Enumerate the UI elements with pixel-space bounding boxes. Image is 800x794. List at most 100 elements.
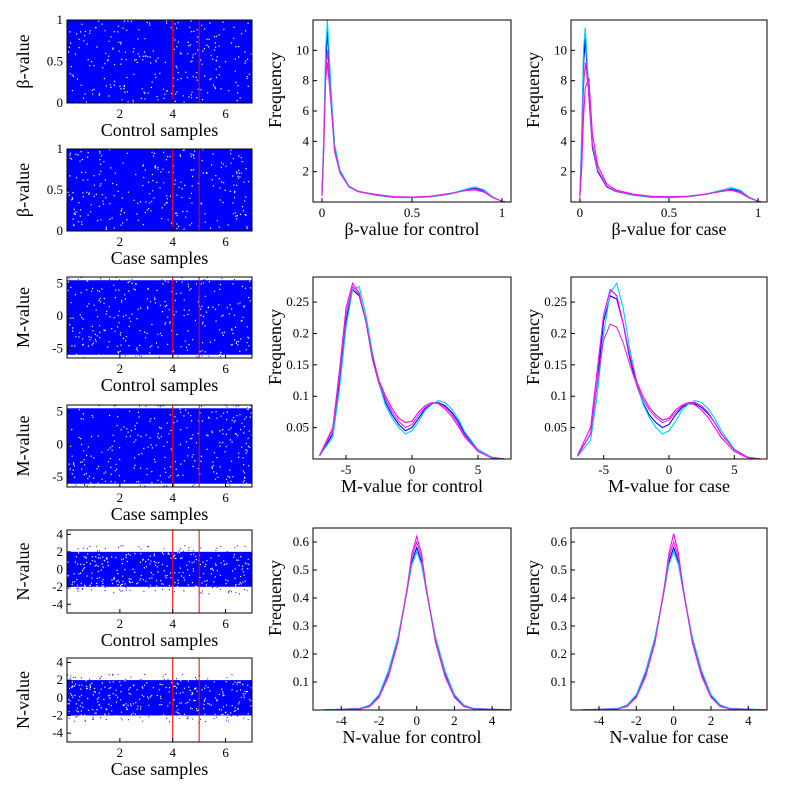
y-tick-label: 0.1 <box>293 388 309 403</box>
point-band <box>67 20 252 103</box>
axes-frame <box>66 657 253 743</box>
y-tick-label: 0.6 <box>293 534 310 549</box>
point-gaps <box>67 552 252 588</box>
y-tick-label: 2 <box>561 164 568 179</box>
x-tick-label: 1 <box>755 205 762 220</box>
x-axis-label: Control samples <box>101 120 219 140</box>
x-tick-label: 4 <box>489 713 496 728</box>
scatter-points <box>67 673 252 724</box>
x-axis-label: M-value for control <box>341 476 483 496</box>
x-axis-label: β-value for case <box>611 219 726 239</box>
y-axis-label: Frequency <box>523 560 543 636</box>
y-axis-label: Frequency <box>265 560 285 636</box>
scatter-n-control-plot-area <box>67 530 252 613</box>
y-tick-label: 0.3 <box>551 618 567 633</box>
x-tick-label: 6 <box>222 106 229 121</box>
y-axis-label: Frequency <box>265 52 285 128</box>
density-beta-control-plot-area <box>321 20 506 202</box>
x-tick-label: 2 <box>117 361 124 376</box>
x-axis-label: M-value for case <box>608 476 730 496</box>
y-tick-label: 6 <box>303 103 310 118</box>
point-band <box>67 280 252 355</box>
x-tick-label: -2 <box>631 713 642 728</box>
density-m-case-plot-area <box>577 281 761 459</box>
x-tick-label: 2 <box>117 490 124 505</box>
x-tick-label: 4 <box>169 361 176 376</box>
x-axis-label: Case samples <box>111 759 208 779</box>
y-axis-label: β-value <box>13 163 33 217</box>
x-tick-label: 4 <box>169 234 176 249</box>
y-axis-label: M-value <box>13 287 33 348</box>
y-tick-label: 0.5 <box>47 182 63 197</box>
x-tick-label: 0 <box>409 462 416 477</box>
x-tick-label: -4 <box>336 713 347 728</box>
scatter-m-control-panel: 2 4 6 -5 0 5 Control samples M-value <box>13 275 253 395</box>
axes-frame <box>312 276 512 460</box>
density-n-case-plot-area <box>580 533 767 710</box>
x-tick-label: 2 <box>117 106 124 121</box>
x-tick-label: 6 <box>222 490 229 505</box>
x-tick-label: 6 <box>222 361 229 376</box>
x-tick-label: 2 <box>708 713 715 728</box>
y-axis-label: β-value <box>13 34 33 88</box>
y-tick-label: -2 <box>52 579 63 594</box>
y-tick-label: 4 <box>561 133 568 148</box>
axes-frame <box>66 404 253 488</box>
y-tick-label: 0 <box>57 223 64 238</box>
x-tick-label: -5 <box>341 462 352 477</box>
y-axis-label: N-value <box>13 543 33 601</box>
density-n-case-panel: -4 -2 0 2 4 0.1 0.2 0.3 0.4 0.5 0.6 N-value for cas… <box>523 527 768 747</box>
x-axis-label: N-value for control <box>343 727 482 747</box>
scatter-points <box>67 277 252 358</box>
x-tick-label: 0 <box>577 205 584 220</box>
y-tick-label: 0.2 <box>293 646 309 661</box>
x-tick-label: 0 <box>666 462 673 477</box>
x-tick-label: 2 <box>117 745 124 760</box>
density-curve-4 <box>580 540 767 710</box>
y-tick-label: 5 <box>57 275 64 290</box>
y-tick-label: 0 <box>57 95 64 110</box>
density-curve-4 <box>577 323 761 459</box>
x-tick-label: 4 <box>169 616 176 631</box>
y-tick-label: 0.1 <box>551 388 567 403</box>
x-axis-label: Control samples <box>101 375 219 395</box>
density-curve-4 <box>322 540 511 710</box>
y-tick-label: 0 <box>57 436 64 451</box>
y-axis-label: Frequency <box>523 309 543 385</box>
y-tick-label: 1 <box>57 12 64 27</box>
density-m-case-panel: -5 0 5 0.05 0.1 0.15 0.2 0.25 M-value for case Fr… <box>523 276 768 496</box>
scatter-m-case-panel: 2 4 6 -5 0 5 Case samples M-value <box>13 404 253 524</box>
density-curve-3 <box>577 288 761 459</box>
density-curve-2 <box>577 281 761 459</box>
y-tick-label: 0.05 <box>286 420 309 435</box>
y-tick-label: 0.25 <box>286 294 309 309</box>
x-axis-label: Case samples <box>111 504 208 524</box>
scatter-n-case-plot-area <box>67 658 252 742</box>
x-tick-label: 6 <box>222 234 229 249</box>
x-tick-label: 0 <box>670 713 677 728</box>
scatter-beta-case-plot-area <box>67 149 252 231</box>
y-axis-label: M-value <box>13 416 33 477</box>
y-tick-label: 0.3 <box>293 618 309 633</box>
y-tick-label: 0.1 <box>293 674 309 689</box>
y-tick-label: 0 <box>57 690 64 705</box>
x-axis-label: N-value for case <box>610 727 729 747</box>
y-tick-label: 10 <box>554 42 567 57</box>
density-curve-1 <box>321 30 506 202</box>
y-tick-label: -4 <box>52 725 63 740</box>
y-tick-label: -5 <box>52 340 63 355</box>
point-band <box>67 408 252 484</box>
density-curve-3 <box>322 534 511 710</box>
y-tick-label: 0.5 <box>293 562 309 577</box>
scatter-beta-control-panel: 2 4 6 0 0.5 1 Control samples β-value <box>13 12 253 140</box>
density-beta-control-panel: 0 0.5 1 2 4 6 8 10 β-value for control Frequency <box>265 19 512 239</box>
y-tick-label: -2 <box>52 707 63 722</box>
density-curve-3 <box>321 62 506 202</box>
y-tick-label: 8 <box>561 73 568 88</box>
y-tick-label: 0.05 <box>544 420 567 435</box>
y-tick-label: 0.6 <box>551 534 568 549</box>
y-tick-label: 0.2 <box>551 646 567 661</box>
y-tick-label: 0.15 <box>544 357 567 372</box>
y-axis-label: N-value <box>13 671 33 729</box>
density-m-control-plot-area <box>319 281 505 459</box>
